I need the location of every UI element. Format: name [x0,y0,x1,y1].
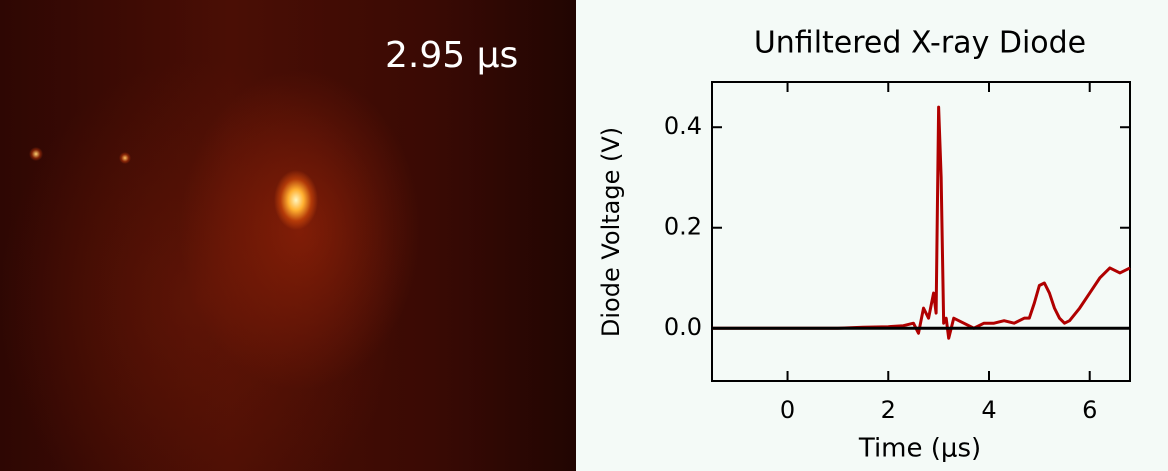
page: {"image_label": "2.95 μs", "chart_data":… [0,0,1168,471]
frame-time-label: 2.95 μs [385,35,518,76]
chart-title: Unfiltered X-ray Diode [754,26,1086,61]
y-axis-label: Diode Voltage (V) [597,127,625,337]
data-line [712,107,1130,338]
camera-frame: 2.95 μs [0,0,576,471]
x-tick-label: 0 [780,396,795,424]
x-tick-label: 2 [881,396,896,424]
chart: Unfiltered X-ray Diode Time (μs) Diode V… [576,0,1168,471]
plot-frame [712,82,1130,381]
y-tick-label: 0.4 [664,112,702,140]
y-tick-label: 0.0 [664,313,702,341]
x-tick-label: 4 [981,396,996,424]
x-tick-label: 6 [1082,396,1097,424]
x-axis-label: Time (μs) [858,434,981,464]
y-tick-label: 0.2 [664,213,702,241]
